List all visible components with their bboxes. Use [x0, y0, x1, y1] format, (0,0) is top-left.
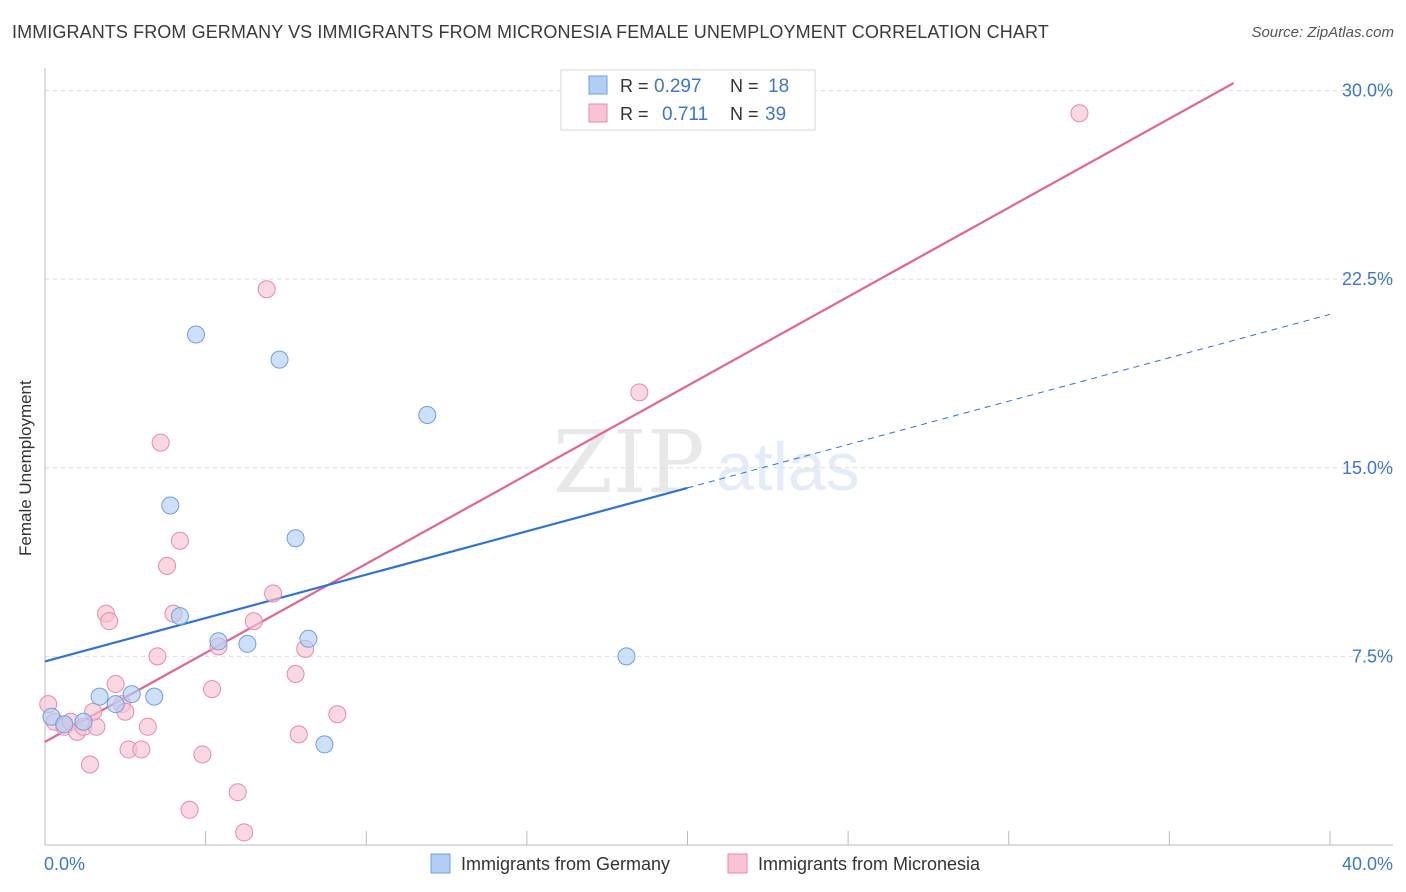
point-micronesia [100, 612, 119, 631]
point-micronesia [106, 675, 125, 694]
x-tick-label-max: 40.0% [1342, 854, 1393, 874]
point-micronesia [235, 823, 254, 842]
source-label: Source: ZipAtlas.com [1251, 24, 1394, 41]
legend-n-label-germany: N = [730, 76, 759, 96]
point-germany [286, 529, 305, 548]
point-germany [161, 496, 180, 515]
point-micronesia [80, 755, 99, 774]
point-micronesia [180, 800, 199, 819]
point-germany [299, 629, 318, 648]
legend-bottom-label-micronesia: Immigrants from Micronesia [758, 854, 981, 874]
point-micronesia [1070, 104, 1089, 123]
point-germany [270, 350, 289, 369]
y-tick-label: 30.0% [1342, 81, 1393, 101]
watermark-zip: ZIP [553, 413, 705, 513]
point-micronesia [286, 664, 305, 683]
y-axis-label-text: Female Unemployment [16, 380, 35, 556]
point-micronesia [328, 705, 347, 724]
y-axis-label: Female Unemployment [16, 380, 36, 556]
point-germany [418, 405, 437, 424]
point-micronesia [244, 612, 263, 631]
legend-bottom: Immigrants from Germany Immigrants from … [430, 853, 981, 874]
legend-r-value-germany: 0.297 [654, 76, 702, 97]
legend-bottom-label-germany: Immigrants from Germany [461, 854, 670, 874]
legend-r-value-micronesia: 0.711 [662, 104, 708, 125]
point-germany [145, 687, 164, 706]
point-micronesia [257, 280, 276, 299]
legend-n-value-germany: 18 [768, 76, 789, 97]
point-micronesia [148, 647, 167, 666]
point-germany [315, 735, 334, 754]
y-tick-labels: 7.5% 15.0% 22.5% 30.0% [1342, 81, 1393, 667]
point-micronesia [158, 556, 177, 575]
trend-line-micronesia [44, 82, 1235, 743]
legend-n-value-micronesia: 39 [765, 104, 786, 125]
point-micronesia [151, 433, 170, 452]
point-micronesia [170, 531, 189, 550]
legend-r-label-germany: R = [620, 76, 649, 96]
y-tick-label: 22.5% [1342, 269, 1393, 289]
point-micronesia [193, 745, 212, 764]
legend-top: R = 0.297 N = 18 R = 0.711 N = 39 [560, 69, 816, 131]
point-micronesia [203, 680, 222, 699]
legend-r-label-micronesia: R = [620, 104, 649, 124]
point-germany [106, 695, 125, 714]
point-germany [238, 634, 257, 653]
point-micronesia [289, 725, 308, 744]
point-micronesia [132, 740, 151, 759]
point-germany [209, 632, 228, 651]
point-germany [74, 712, 93, 731]
point-germany [170, 607, 189, 626]
grid [45, 90, 1393, 657]
point-micronesia [264, 584, 283, 603]
legend-bottom-swatch-germany [430, 853, 451, 874]
chart-title: IMMIGRANTS FROM GERMANY VS IMMIGRANTS FR… [12, 22, 1049, 42]
point-micronesia [630, 383, 649, 402]
point-germany [122, 685, 141, 704]
trend-lines [44, 82, 1331, 743]
trend-line-germany-extension [687, 313, 1331, 489]
point-micronesia [228, 783, 247, 802]
point-micronesia [138, 717, 157, 736]
data-points [39, 104, 1089, 842]
legend-swatch-germany [588, 75, 608, 95]
y-tick-label: 7.5% [1352, 646, 1393, 666]
watermark-atlas: atlas [716, 429, 860, 505]
legend-swatch-micronesia [588, 103, 608, 123]
trend-line-germany [44, 486, 688, 663]
point-germany [186, 325, 205, 344]
point-germany [90, 687, 109, 706]
y-tick-label: 15.0% [1342, 458, 1393, 478]
x-tick-label-min: 0.0% [44, 854, 85, 874]
point-germany [617, 647, 636, 666]
legend-bottom-swatch-micronesia [727, 853, 748, 874]
point-germany [55, 715, 74, 734]
legend-n-label-micronesia: N = [730, 104, 759, 124]
